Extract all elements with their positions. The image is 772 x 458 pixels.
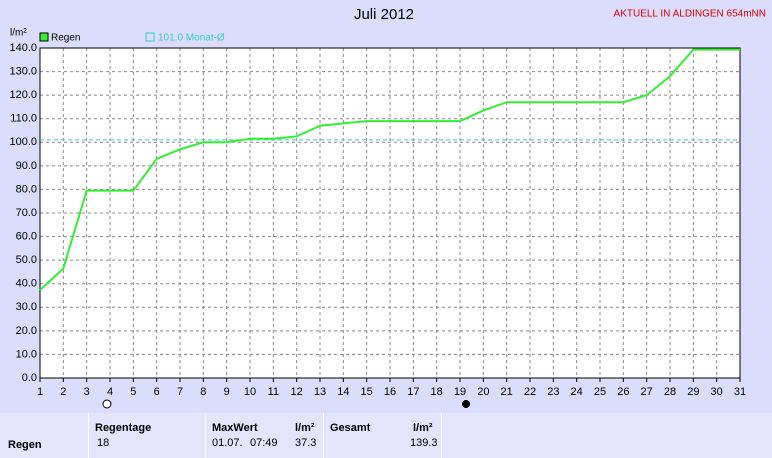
- table-cell-text: 01.07.: [212, 437, 243, 449]
- x-tick-label: 9: [224, 386, 230, 398]
- x-tick-label: 10: [244, 386, 256, 398]
- x-tick-label: 27: [641, 386, 653, 398]
- x-tick-label: 18: [431, 386, 443, 398]
- x-tick-label: 19: [454, 386, 466, 398]
- x-tick-label: 31: [734, 386, 746, 398]
- table-header: MaxWert: [212, 422, 258, 434]
- table-cell-text: 37.3: [295, 437, 317, 449]
- y-tick-label: 30.0: [16, 301, 37, 313]
- y-tick-label: 70.0: [16, 207, 37, 219]
- plot-border: [39, 47, 741, 379]
- legend-label: 101.0 Monat-Ø: [158, 33, 225, 44]
- table-cell: [323, 413, 442, 458]
- x-tick-label: 30: [711, 386, 723, 398]
- table-header: l/m²: [413, 422, 433, 434]
- x-tick-label: 8: [200, 386, 206, 398]
- x-tick-label: 17: [407, 386, 419, 398]
- table-cell: [0, 413, 88, 458]
- x-tick-label: 3: [84, 386, 90, 398]
- rain-line: [39, 48, 740, 291]
- table-cell: [441, 413, 772, 458]
- legend-label: Regen: [51, 33, 80, 44]
- table-header: Regentage: [95, 422, 152, 434]
- x-tick-label: 15: [361, 386, 373, 398]
- x-tick-label: 20: [477, 386, 489, 398]
- table-cell-text: Regen: [8, 439, 42, 451]
- moon-icon: [462, 400, 470, 408]
- table-cell: [88, 413, 206, 458]
- y-tick-label: 80.0: [16, 183, 37, 195]
- y-tick-label: 40.0: [16, 278, 37, 290]
- table-header: l/m²: [295, 422, 315, 434]
- table-header: Gesamt: [330, 422, 371, 434]
- x-tick-label: 23: [547, 386, 559, 398]
- x-tick-label: 6: [154, 386, 160, 398]
- x-tick-label: 21: [501, 386, 513, 398]
- x-tick-label: 16: [384, 386, 396, 398]
- x-tick-label: 13: [314, 386, 326, 398]
- y-tick-label: 110.0: [10, 113, 37, 125]
- x-tick-label: 29: [687, 386, 699, 398]
- table-cell-text: 07:49: [250, 437, 278, 449]
- legend-swatch: [145, 32, 155, 42]
- x-tick-label: 7: [177, 386, 183, 398]
- x-tick-label: 14: [337, 386, 349, 398]
- x-tick-label: 2: [60, 386, 66, 398]
- x-tick-label: 12: [291, 386, 303, 398]
- moon-icon: [102, 399, 112, 409]
- x-tick-label: 26: [617, 386, 629, 398]
- x-tick-label: 11: [268, 386, 279, 398]
- y-tick-label: 130.0: [9, 65, 37, 77]
- table-cell-text: 18: [97, 437, 110, 449]
- y-tick-label: 100.0: [9, 136, 37, 148]
- chart-title: Juli 2012: [354, 6, 414, 23]
- x-tick-label: 24: [571, 386, 583, 398]
- table-cell-text: 139.3: [410, 437, 438, 449]
- x-tick-label: 4: [107, 386, 113, 398]
- y-tick-label: 50.0: [16, 254, 37, 266]
- chart: Juli 2012 AKTUELL IN ALDINGEN 654mNN l/m…: [9, 6, 766, 409]
- station-label: AKTUELL IN ALDINGEN 654mNN: [614, 9, 766, 20]
- y-tick-label: 90.0: [16, 160, 37, 172]
- x-tick-label: 5: [130, 386, 136, 398]
- y-tick-label: 120.0: [9, 89, 37, 101]
- y-tick-label: 60.0: [16, 230, 37, 242]
- x-tick-label: 25: [594, 386, 606, 398]
- table-cell: [205, 413, 324, 458]
- y-tick-label: 20.0: [16, 325, 37, 337]
- y-axis-label: l/m²: [10, 28, 27, 39]
- x-tick-label: 1: [37, 386, 43, 398]
- y-tick-label: 0.0: [22, 372, 37, 384]
- x-tick-label: 28: [664, 386, 676, 398]
- y-tick-label: 140.0: [9, 42, 37, 54]
- legend-swatch: [39, 32, 49, 42]
- x-tick-label: 22: [524, 386, 536, 398]
- y-tick-label: 10.0: [16, 348, 37, 360]
